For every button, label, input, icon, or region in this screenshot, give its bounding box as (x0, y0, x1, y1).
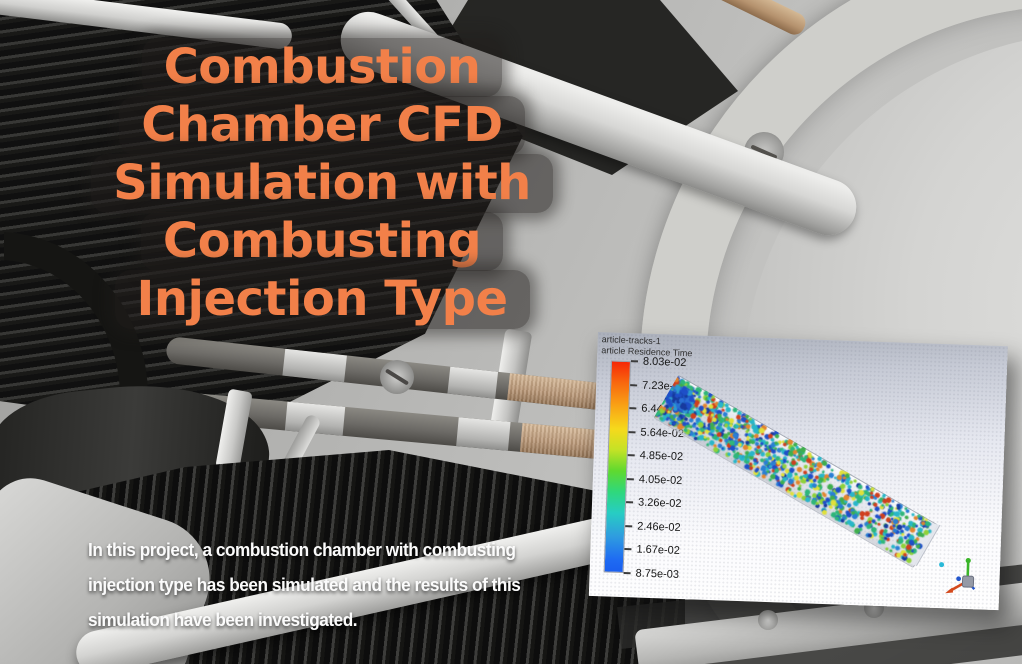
colorbar-tick (628, 430, 636, 434)
screw-head (758, 610, 778, 630)
colorbar-tick (623, 571, 631, 575)
colorbar-tick (624, 548, 632, 551)
title-line: Combusting (140, 212, 504, 271)
colorbar-label: 3.26e-02 (637, 496, 682, 511)
colorbar-row: 8.75e-03 (623, 566, 679, 582)
colorbar-row: 1.67e-02 (624, 542, 680, 558)
slotted-screw (380, 360, 414, 394)
colorbar-row: 8.03e-02 (630, 354, 687, 370)
colorbar-label: 8.03e-02 (642, 355, 687, 370)
colorbar-tick (630, 383, 638, 386)
colorbar-label: 4.05e-02 (638, 473, 683, 487)
colorbar-tick (626, 501, 634, 504)
colorbar-label: 4.85e-02 (639, 449, 684, 464)
particle-track-beam (653, 374, 941, 569)
colorbar-row: 3.26e-02 (626, 495, 682, 511)
particle-canvas (653, 374, 939, 569)
colorbar-row: 4.05e-02 (626, 472, 683, 488)
axis-triad-icon (945, 557, 976, 594)
cfd-simulation-inset: article-tracks-1 article Residence Time … (588, 332, 1008, 611)
colorbar-tick (626, 477, 634, 481)
title-line: Simulation with (91, 154, 553, 213)
colorbar-row: 2.46e-02 (625, 519, 681, 535)
title-line: Injection Type (114, 270, 530, 329)
title-line: Chamber CFD (119, 96, 525, 155)
colorbar-label: 2.46e-02 (637, 520, 681, 534)
page-title: Combustion Chamber CFD Simulation with C… (12, 38, 632, 329)
colorbar-label: 8.75e-03 (635, 567, 680, 581)
description-line: simulation have been investigated. (88, 609, 358, 630)
description-line: injection type has been simulated and th… (88, 574, 521, 595)
colorbar-row: 4.85e-02 (627, 448, 683, 464)
description-line: In this project, a combustion chamber wi… (88, 539, 516, 560)
title-line: Combustion (141, 38, 503, 97)
description-text: In this project, a combustion chamber wi… (88, 532, 665, 637)
colorbar-tick (625, 524, 633, 528)
colorbar-tick (629, 407, 637, 410)
colorbar-tick (630, 360, 639, 363)
colorbar-tick (627, 454, 635, 457)
colorbar-label: 1.67e-02 (636, 543, 681, 558)
